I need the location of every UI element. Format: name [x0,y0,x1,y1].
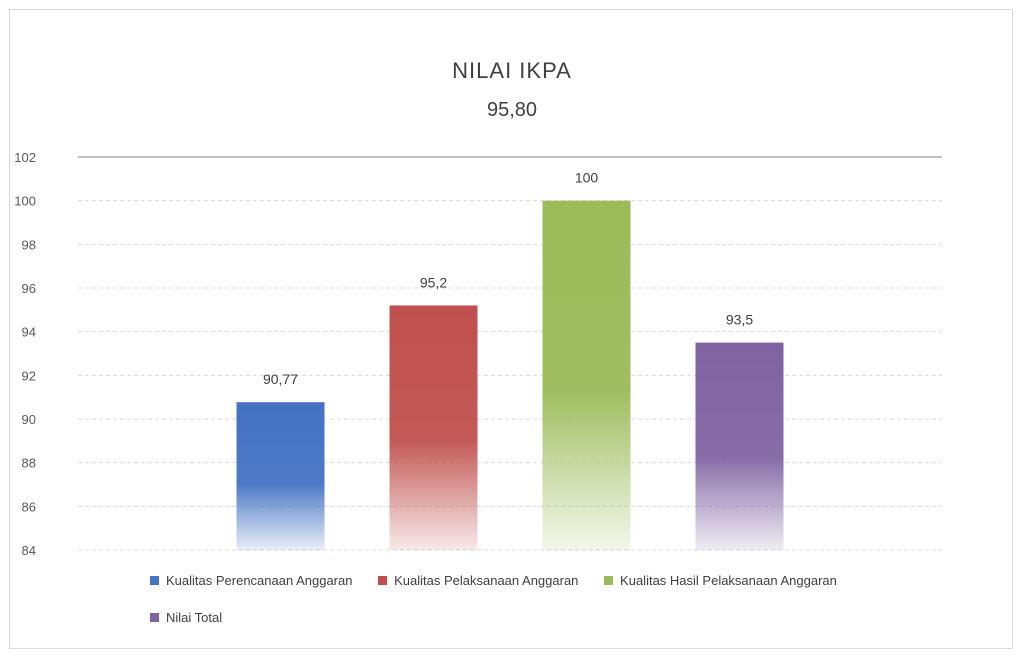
data-label: 95,2 [420,274,447,290]
y-tick-label: 102 [14,150,36,165]
data-label: 100 [575,170,599,186]
legend-label: Kualitas Hasil Pelaksanaan Anggaran [620,573,837,588]
y-tick-label: 98 [22,237,36,252]
y-tick-label: 94 [22,325,36,340]
legend-label: Kualitas Perencanaan Anggaran [166,573,353,588]
chart-frame [9,9,1013,649]
legend-swatch [150,613,159,622]
legend-label: Kualitas Pelaksanaan Anggaran [394,573,579,588]
y-tick-label: 84 [22,543,36,558]
legend-item-pelaksanaan: Kualitas Pelaksanaan Anggaran [378,573,578,588]
bar [236,402,325,550]
bar [695,342,784,550]
chart-title: NILAI IKPA [452,58,572,83]
legend-swatch [604,576,614,585]
y-tick-label: 88 [22,456,36,471]
y-tick-label: 90 [22,412,36,427]
y-tick-label: 92 [22,368,36,383]
legend-item-nilai-total: Nilai Total [150,610,222,625]
legend-swatch [378,576,388,585]
chart-subtitle: 95,80 [486,99,538,121]
legend-item-hasil-pelaksanaan: Kualitas Hasil Pelaksanaan Anggaran [604,573,837,588]
y-tick-label: 96 [22,281,36,296]
legend-swatch [150,576,159,585]
data-label: 93,5 [726,312,753,328]
y-tick-label: 86 [22,499,36,514]
data-label: 90,77 [263,371,298,387]
bar [389,305,478,550]
legend-label: Nilai Total [166,610,223,625]
legend-item-perencanaan: Kualitas Perencanaan Anggaran [150,573,352,588]
bar [542,200,631,550]
chart-legend: Kualitas Perencanaan Anggaran Kualitas P… [150,573,950,647]
y-tick-label: 100 [14,194,36,209]
